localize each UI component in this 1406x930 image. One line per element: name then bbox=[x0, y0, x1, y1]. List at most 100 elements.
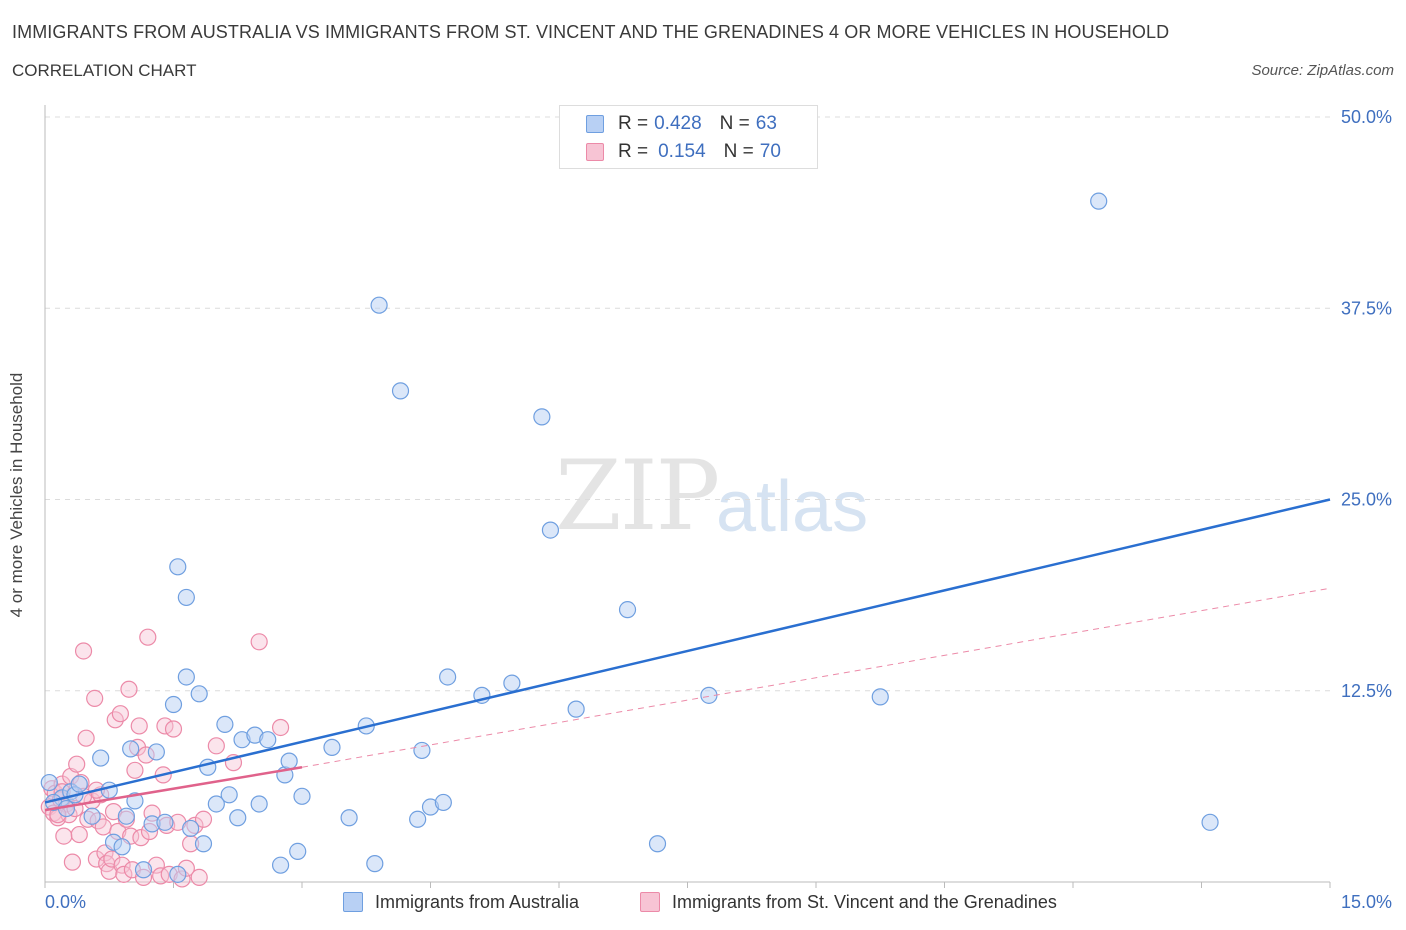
data-point-australia bbox=[434, 793, 452, 812]
watermark-atlas: atlas bbox=[716, 467, 869, 547]
data-point-svg bbox=[271, 718, 290, 737]
trend-line-svg bbox=[44, 766, 303, 812]
data-point-svg bbox=[70, 825, 88, 844]
legend-n-label: N = bbox=[719, 113, 750, 134]
data-point-svg bbox=[77, 729, 95, 747]
data-point-australia bbox=[216, 715, 234, 734]
data-point-australia bbox=[100, 781, 118, 799]
data-point-australia bbox=[156, 813, 174, 831]
data-point-svg bbox=[63, 853, 82, 871]
data-point-australia bbox=[271, 856, 290, 874]
y-tick-label: 12.5% bbox=[1341, 681, 1392, 701]
data-point-australia bbox=[134, 861, 153, 879]
data-point-australia bbox=[439, 668, 457, 686]
legend-n-value: 70 bbox=[759, 141, 781, 162]
data-point-svg bbox=[152, 867, 170, 885]
series-australia-points bbox=[40, 192, 1219, 883]
data-point-australia bbox=[250, 795, 268, 813]
legend-n-value: 63 bbox=[755, 113, 777, 134]
data-point-svg bbox=[130, 717, 148, 735]
data-point-australia bbox=[194, 835, 213, 853]
data-point-australia bbox=[871, 688, 889, 706]
data-point-australia bbox=[648, 835, 667, 853]
data-point-australia bbox=[293, 787, 311, 805]
gridlines bbox=[45, 116, 1330, 692]
data-point-australia bbox=[259, 731, 277, 749]
data-point-australia bbox=[567, 700, 585, 718]
data-point-australia bbox=[220, 786, 238, 804]
data-point-svg bbox=[55, 827, 73, 845]
data-point-australia bbox=[40, 773, 58, 792]
data-point-australia bbox=[323, 738, 341, 756]
series-svg-points bbox=[40, 628, 290, 888]
bottom-legend-svg: Immigrants from St. Vincent and the Gren… bbox=[640, 888, 1057, 916]
trend-line-svg-extended bbox=[301, 587, 1331, 768]
data-point-svg bbox=[111, 705, 129, 723]
axes bbox=[44, 105, 1331, 888]
data-point-australia bbox=[1090, 192, 1108, 210]
data-point-australia bbox=[117, 807, 135, 825]
x-tick-label: 0.0% bbox=[45, 892, 86, 912]
legend-r-label: R = bbox=[618, 141, 649, 162]
legend-swatch-pink bbox=[586, 143, 604, 161]
data-point-svg bbox=[164, 720, 183, 738]
data-point-australia bbox=[1201, 813, 1219, 831]
legend-row-svg: R = 0.154 N = 70 bbox=[586, 140, 781, 164]
bottom-legend-australia: Immigrants from Australia bbox=[343, 888, 579, 916]
y-tick-label: 37.5% bbox=[1341, 298, 1392, 318]
data-point-australia bbox=[177, 588, 195, 607]
data-point-australia bbox=[83, 807, 101, 825]
bottom-legend-label: Immigrants from St. Vincent and the Gren… bbox=[672, 891, 1057, 912]
bottom-legend-swatch-blue bbox=[343, 892, 363, 912]
data-point-australia bbox=[190, 685, 208, 703]
data-point-australia bbox=[147, 743, 165, 761]
source-label: Source: ZipAtlas.com bbox=[1251, 62, 1394, 79]
data-point-australia bbox=[409, 810, 427, 828]
data-point-svg bbox=[120, 680, 138, 698]
data-point-australia bbox=[207, 795, 225, 813]
legend-n-label: N = bbox=[723, 141, 754, 162]
data-point-svg bbox=[250, 633, 268, 651]
data-point-australia bbox=[164, 695, 183, 714]
tick-labels: 12.5% 25.0% 37.5% 50.0% 0.0% 15.0% bbox=[45, 107, 1392, 912]
trend-lines bbox=[44, 498, 1331, 812]
x-tick-label: 15.0% bbox=[1341, 892, 1392, 912]
y-tick-label: 50.0% bbox=[1341, 107, 1392, 127]
data-point-australia bbox=[182, 819, 200, 838]
legend-row-australia: R = 0.428 N = 63 bbox=[586, 112, 777, 136]
data-point-australia bbox=[169, 558, 187, 576]
data-point-australia bbox=[533, 408, 551, 426]
data-point-australia bbox=[413, 741, 431, 760]
data-point-svg bbox=[115, 865, 133, 883]
data-point-australia bbox=[289, 842, 307, 861]
data-point-australia bbox=[503, 674, 521, 692]
chart-title: IMMIGRANTS FROM AUSTRALIA VS IMMIGRANTS … bbox=[12, 22, 1170, 42]
data-point-australia bbox=[340, 809, 358, 827]
data-point-australia bbox=[122, 740, 140, 758]
data-point-svg bbox=[132, 829, 150, 847]
data-point-svg bbox=[194, 810, 213, 828]
bottom-legend-label: Immigrants from Australia bbox=[375, 891, 580, 912]
data-point-svg bbox=[190, 868, 208, 887]
data-point-australia bbox=[370, 296, 388, 314]
y-tick-label: 25.0% bbox=[1341, 490, 1392, 510]
data-point-svg bbox=[139, 628, 157, 646]
data-point-australia bbox=[280, 752, 298, 770]
data-point-australia bbox=[391, 382, 410, 400]
data-point-australia bbox=[366, 855, 384, 873]
data-point-svg bbox=[68, 755, 86, 773]
data-point-svg bbox=[103, 850, 121, 868]
legend-r-label: R = bbox=[618, 113, 649, 134]
legend-swatch-blue bbox=[586, 115, 604, 133]
trend-line-australia bbox=[44, 498, 1331, 804]
bottom-legend-swatch-pink bbox=[640, 892, 660, 912]
data-point-australia bbox=[92, 749, 110, 767]
data-point-svg bbox=[126, 761, 144, 779]
legend-r-value: 0.428 bbox=[654, 113, 702, 134]
data-point-svg bbox=[74, 642, 93, 660]
chart-subtitle: CORRELATION CHART bbox=[12, 61, 197, 80]
data-point-australia bbox=[177, 668, 195, 686]
data-point-australia bbox=[229, 809, 247, 827]
data-point-svg bbox=[86, 689, 104, 708]
